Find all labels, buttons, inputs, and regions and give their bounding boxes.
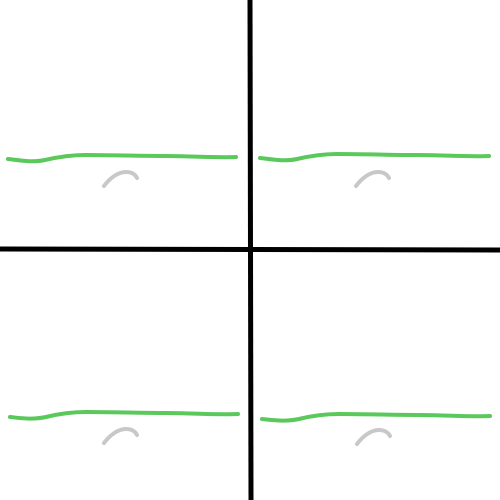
green-horizontal-line <box>8 410 240 421</box>
gray-arc-mark <box>354 169 391 188</box>
panel-bottom-left <box>8 410 240 445</box>
horizontal-divider <box>0 246 500 253</box>
green-horizontal-line <box>260 412 492 423</box>
gray-arc-mark <box>355 427 392 446</box>
green-horizontal-line <box>6 153 238 164</box>
green-horizontal-line <box>258 152 491 163</box>
gray-arc-mark <box>102 426 139 445</box>
panel-top-right <box>258 152 491 188</box>
panel-bottom-right <box>260 412 492 446</box>
gray-arc-mark <box>102 169 139 188</box>
panel-top-left <box>6 153 238 188</box>
